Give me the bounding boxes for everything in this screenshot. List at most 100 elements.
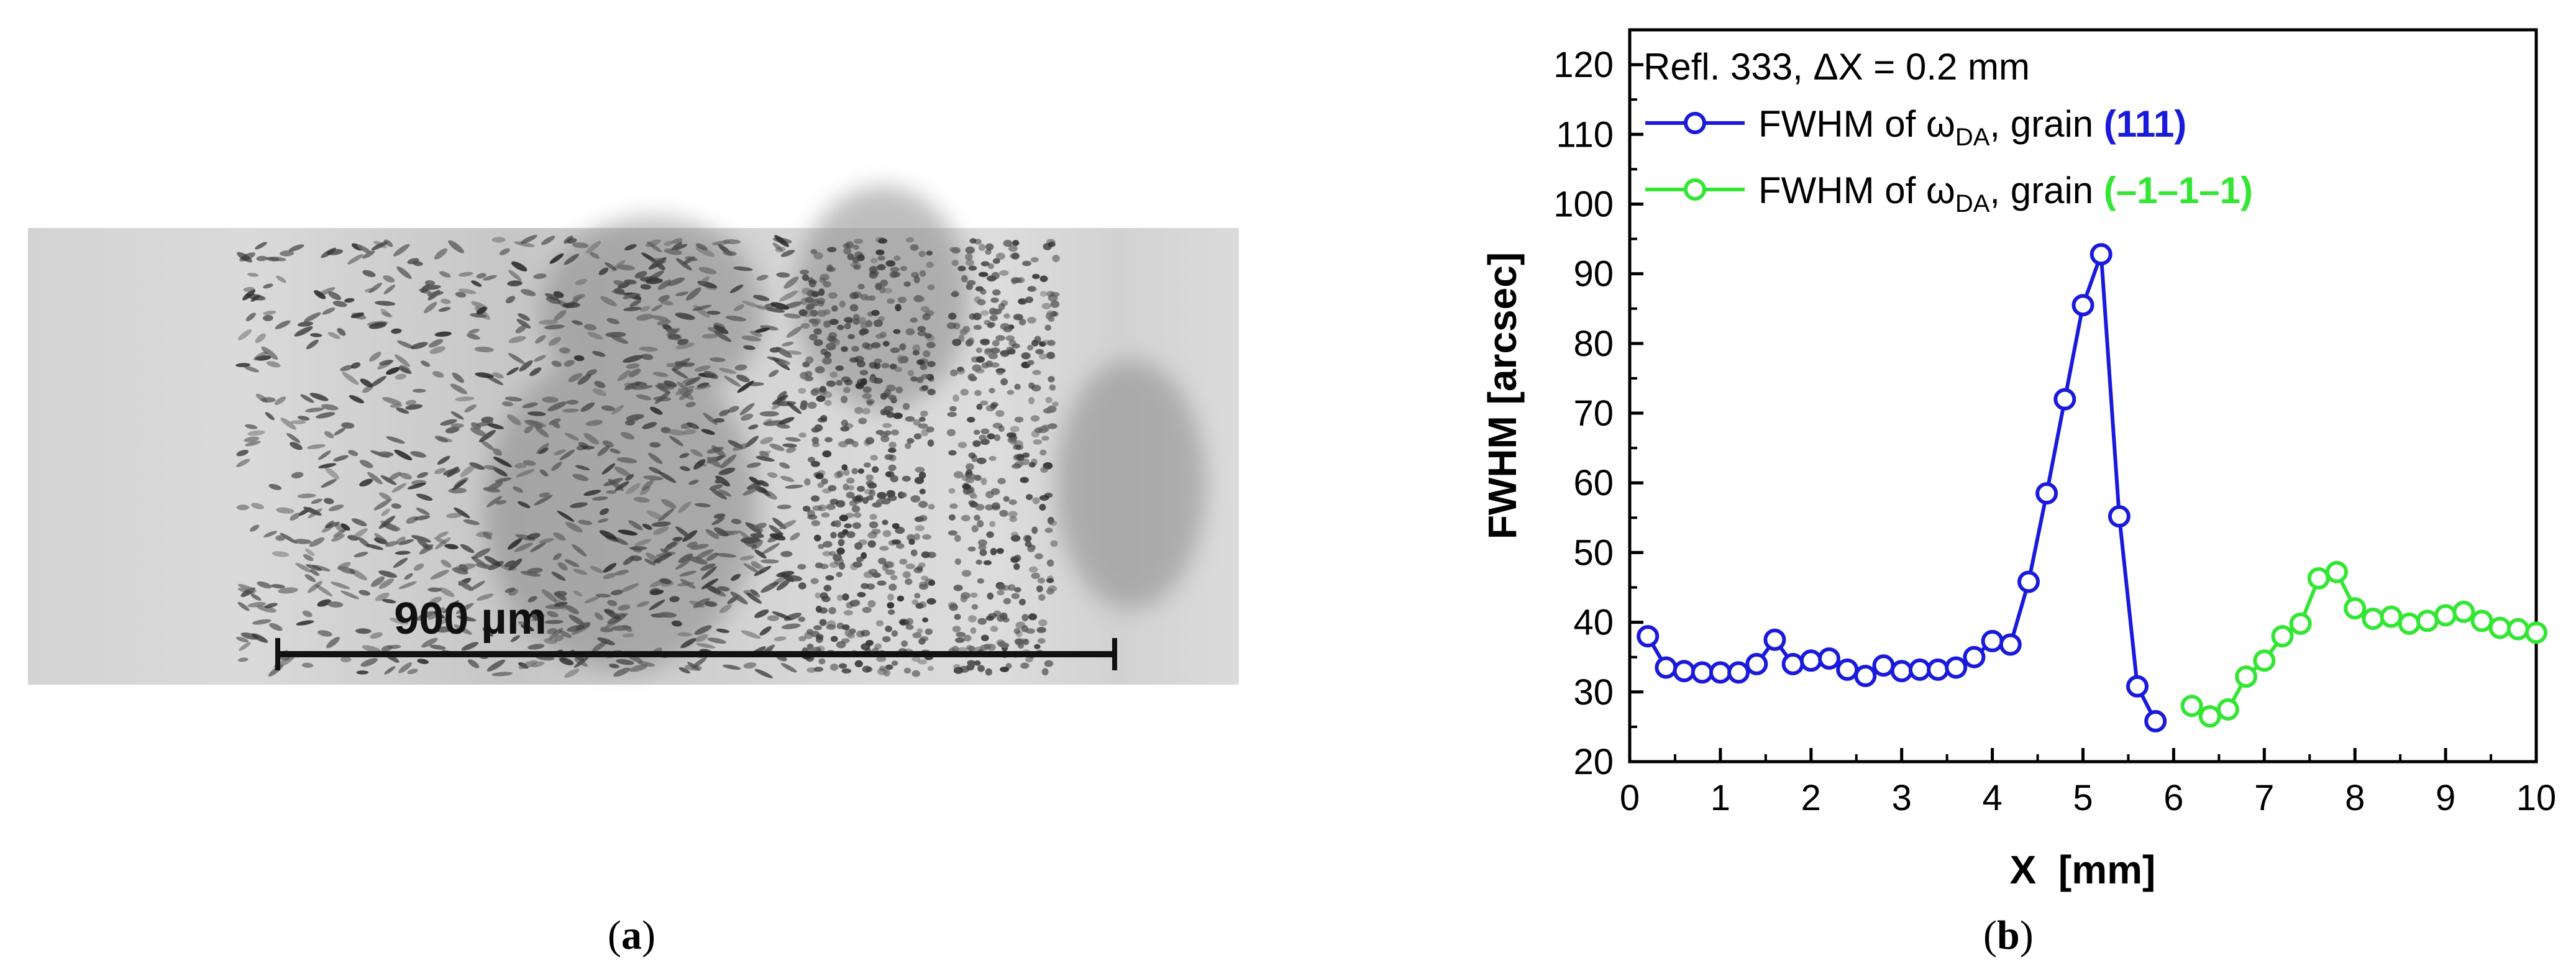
dislocation-etch-pit [597, 518, 608, 523]
dislocation-etch-pit [420, 360, 431, 367]
data-point-grain_m111 [2452, 600, 2475, 623]
dislocation-etch-pit [368, 322, 387, 329]
dislocation-etch-pit [951, 645, 959, 653]
dislocation-etch-pit [925, 578, 934, 586]
dislocation-etch-pit [1039, 291, 1047, 297]
dislocation-etch-pit [804, 478, 811, 486]
dislocation-etch-pit [508, 270, 522, 281]
dislocation-etch-pit [528, 644, 545, 650]
dislocation-etch-pit [849, 357, 859, 363]
dislocation-etch-pit [884, 562, 893, 568]
dislocation-etch-pit [952, 395, 959, 402]
dislocation-etch-pit [997, 590, 1005, 596]
dislocation-etch-pit [280, 532, 298, 544]
dislocation-etch-pit [510, 635, 521, 642]
dislocation-etch-pit [905, 624, 914, 630]
dislocation-etch-pit [515, 325, 527, 334]
dislocation-etch-pit [996, 370, 1004, 375]
dislocation-etch-pit [980, 644, 989, 651]
dislocation-etch-pit [1005, 335, 1015, 342]
dislocation-etch-pit [685, 401, 696, 408]
dislocation-etch-pit [843, 247, 852, 255]
dislocation-etch-pit [974, 660, 981, 666]
dislocation-etch-pit [585, 419, 603, 426]
dislocation-etch-pit [741, 630, 761, 639]
dislocation-etch-pit [882, 636, 891, 642]
dislocation-etch-pit [247, 430, 265, 436]
dislocation-etch-pit [913, 419, 921, 426]
dislocation-etch-pit [434, 331, 452, 337]
dislocation-etch-pit [824, 399, 832, 406]
dislocation-etch-pit [240, 632, 258, 640]
dislocation-etch-pit [640, 486, 651, 495]
dislocation-etch-pit [583, 432, 600, 445]
dislocation-etch-pit [529, 613, 542, 619]
dislocation-etch-pit [746, 592, 762, 604]
dislocation-etch-pit [416, 508, 430, 516]
dislocation-etch-pit [573, 568, 588, 575]
dislocation-etch-pit [257, 581, 272, 589]
dislocation-etch-pit [642, 475, 664, 481]
dislocation-etch-pit [342, 372, 359, 385]
dislocation-etch-pit [483, 275, 497, 281]
dislocation-etch-pit [1026, 494, 1033, 501]
dislocation-etch-pit [878, 557, 887, 565]
legend-entry-grain-m111: FWHM of ωDA, grain (–1–1–1) [1645, 170, 2253, 217]
dislocation-etch-pit [1037, 577, 1046, 584]
dislocation-etch-pit [916, 628, 923, 634]
dislocation-etch-pit [825, 342, 834, 350]
dislocation-etch-pit [675, 258, 692, 271]
dislocation-etch-pit [847, 334, 855, 340]
dislocation-etch-pit [1030, 257, 1039, 263]
dislocation-etch-pit [887, 593, 894, 601]
dislocation-etch-pit [854, 406, 864, 414]
dislocation-etch-pit [672, 537, 683, 541]
dislocation-etch-pit [1007, 436, 1017, 444]
dislocation-etch-pit [565, 522, 583, 532]
dislocation-etch-pit [640, 284, 651, 290]
data-point-grain_m111 [2307, 567, 2330, 590]
dislocation-etch-pit [679, 453, 690, 458]
dislocation-etch-pit [881, 363, 890, 368]
dislocation-etch-pit [852, 496, 863, 504]
data-point-grain_111 [1745, 652, 1768, 675]
dislocation-etch-pit [290, 513, 301, 521]
dislocation-etch-pit [761, 543, 780, 555]
dislocation-etch-pit [469, 580, 485, 591]
dislocation-etch-pit [687, 422, 700, 429]
dislocation-etch-pit [956, 632, 966, 637]
dislocation-etch-pit [847, 253, 854, 260]
caption-a-letter: a [621, 913, 642, 958]
dislocation-etch-pit [614, 466, 631, 477]
dislocation-etch-pit [1046, 352, 1056, 359]
dislocation-etch-pit [681, 362, 695, 367]
dislocation-etch-pit [554, 449, 566, 455]
dislocation-etch-pit [397, 340, 414, 349]
dislocation-etch-pit [383, 239, 393, 247]
data-point-grain_m111 [2398, 612, 2421, 635]
dislocation-etch-pit [980, 288, 987, 295]
dislocation-etch-pit [811, 520, 821, 526]
series-points [1637, 243, 2547, 732]
dislocation-etch-pit [236, 504, 249, 511]
dislocation-etch-pit [493, 457, 512, 468]
dislocation-etch-pit [1034, 644, 1041, 649]
dislocation-etch-pit [987, 263, 995, 270]
dislocation-etch-pit [610, 335, 629, 344]
dislocation-etch-pit [381, 599, 396, 604]
dislocation-etch-pit [882, 393, 889, 398]
dislocation-etch-pit [527, 411, 546, 416]
dislocation-etch-pit [759, 626, 772, 636]
dislocation-etch-pit [680, 638, 697, 649]
dislocation-etch-pit [920, 363, 928, 370]
dislocation-etch-pit [327, 332, 340, 339]
dislocation-etch-pit [899, 343, 907, 351]
dislocation-etch-pit [263, 283, 273, 289]
dislocation-etch-pit [885, 471, 892, 477]
dislocation-etch-pit [350, 312, 365, 319]
dislocation-etch-pit [780, 663, 797, 673]
dislocation-etch-pit [917, 326, 926, 332]
dislocation-etch-pit [370, 576, 385, 587]
dislocation-etch-pit [769, 525, 783, 536]
dislocation-etch-pit [985, 504, 993, 511]
